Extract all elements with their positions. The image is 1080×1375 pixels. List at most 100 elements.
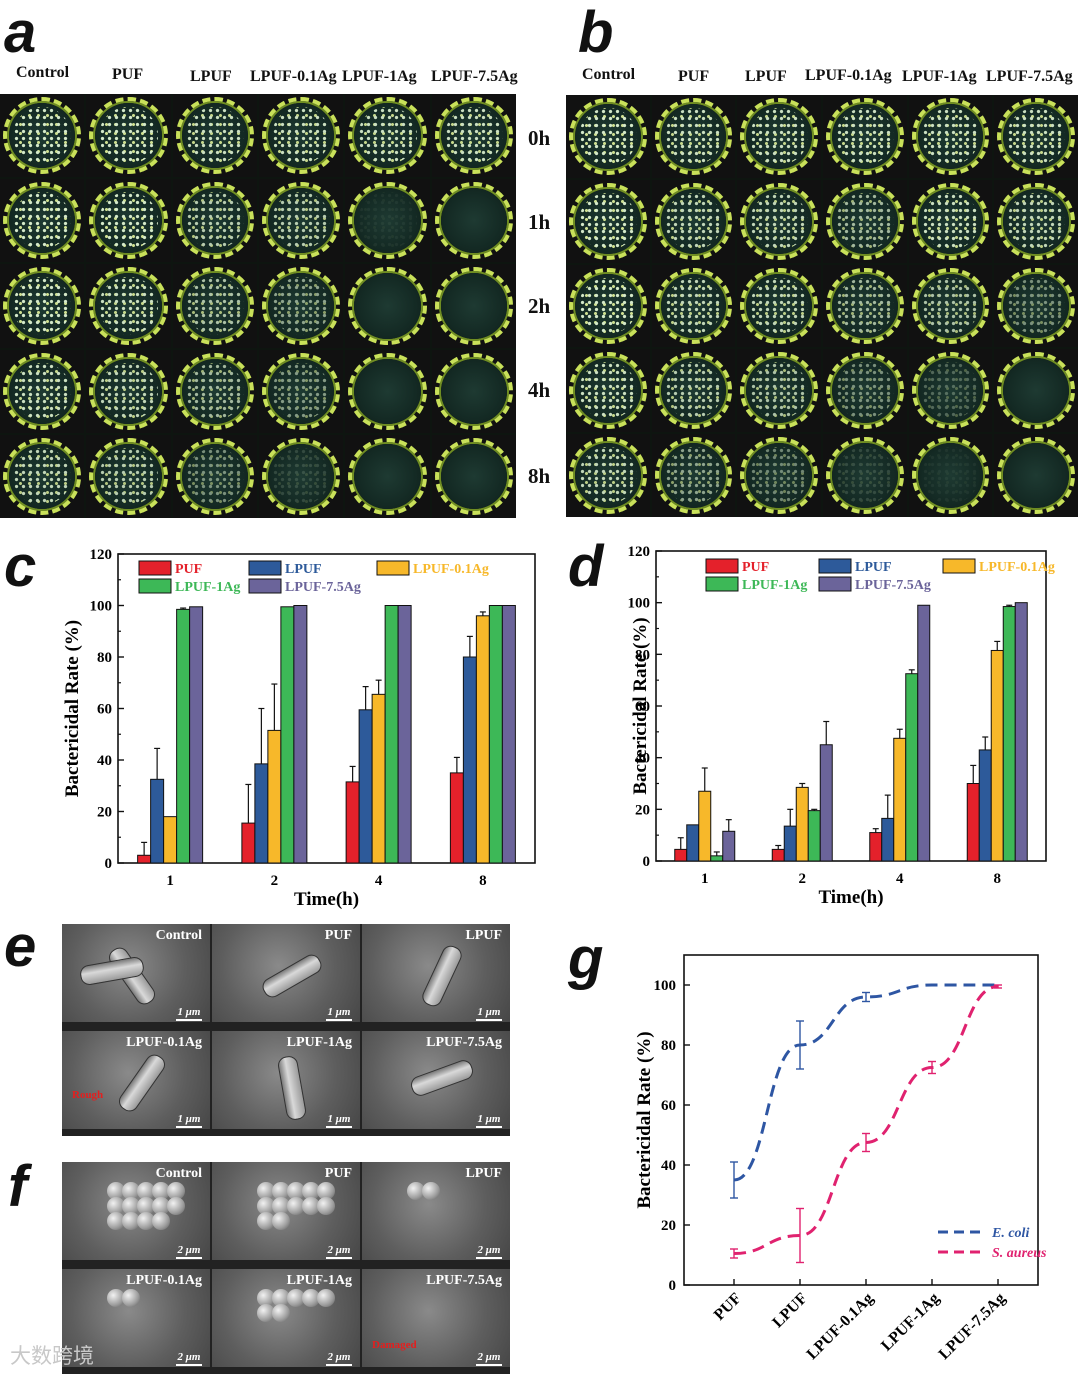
bar-lpuf-0.1ag <box>475 615 490 864</box>
coccus-bacterium <box>272 1182 290 1200</box>
y-tick-label: 0 <box>669 1278 677 1294</box>
plate-agar <box>440 273 507 339</box>
plate-rim <box>740 437 818 514</box>
plate-colonies <box>358 107 417 165</box>
bar-lpuf-7.5ag <box>293 605 308 864</box>
plate-colonies <box>185 362 244 420</box>
plate-rim <box>569 182 647 260</box>
y-tick-label: 100 <box>654 978 677 994</box>
bar-lpuf-7.5ag <box>397 605 412 864</box>
plate-rim <box>997 352 1075 430</box>
agar-plate <box>172 94 257 178</box>
legend-swatch <box>818 576 852 592</box>
plate-agar <box>354 443 421 509</box>
bar-puf <box>869 832 883 862</box>
plate-rim <box>911 182 990 260</box>
bar-chart-c: 0 20 40 60 80 100 120 1 2 4 8 Time(h) Bactericidal R… <box>62 547 536 910</box>
bar-lpuf-1ag <box>710 855 724 862</box>
plate-rim <box>911 98 990 175</box>
x-tick-label: 2 <box>271 873 279 889</box>
plate-colonies <box>921 447 980 504</box>
row-label-2h: 2h <box>528 294 551 318</box>
agar-plate <box>0 349 85 433</box>
x-tick-label: LPUF-0.1Ag <box>804 1290 877 1363</box>
plate-colonies <box>579 108 637 165</box>
sem-image: LPUF-7.5Ag 1 μm <box>362 1031 510 1136</box>
scale-bar: 1 μm <box>176 1006 202 1021</box>
coccus-bacterium <box>107 1289 125 1307</box>
legend-swatch <box>248 578 282 594</box>
rod-bacterium <box>276 1054 308 1122</box>
plate-rim <box>262 267 341 345</box>
bar-lpuf-7.5ag <box>1014 602 1028 862</box>
plate-rim <box>740 267 818 345</box>
coccus-bacterium <box>152 1197 170 1215</box>
bar-lpuf-7.5ag <box>501 605 516 864</box>
plate-colonies <box>1007 108 1065 165</box>
legend-label: LPUF-7.5Ag <box>855 578 931 593</box>
col-label-b-lpuf: LPUF <box>745 68 787 85</box>
coccus-bacterium <box>167 1197 185 1215</box>
y-tick-label: 100 <box>90 599 113 615</box>
sem-title: LPUF <box>465 928 502 943</box>
y-tick-label: 120 <box>628 544 651 560</box>
x-tick-label: 1 <box>166 873 174 889</box>
series-line-saureus <box>733 985 999 1255</box>
legend-label: LPUF <box>285 562 322 577</box>
bar-puf <box>345 781 360 864</box>
y-tick-label: 120 <box>90 547 113 563</box>
col-label-b-puf: PUF <box>678 68 710 85</box>
sem-image: LPUF-1Ag 2 μm <box>212 1269 360 1374</box>
coccus-bacterium <box>272 1212 290 1230</box>
scale-bar: 2 μm <box>476 1244 502 1259</box>
agar-plate <box>566 95 650 178</box>
bar-puf <box>241 822 256 864</box>
plate-colonies <box>185 192 244 250</box>
agar-plate <box>86 179 171 263</box>
agar-plate <box>259 179 344 263</box>
sem-info-bar <box>362 1260 510 1267</box>
bar-lpuf-1ag <box>384 605 399 864</box>
y-tick-label: 60 <box>661 1098 676 1114</box>
sem-annotation: Rough <box>72 1089 104 1101</box>
plate-agar <box>746 443 812 508</box>
bar-puf <box>966 783 980 862</box>
y-axis-label: Bactericidal Rate (%) <box>634 1031 655 1208</box>
agar-plate <box>0 264 85 348</box>
sem-image: Control 1 μm <box>62 924 210 1029</box>
plate-rim <box>175 267 254 345</box>
bar-lpuf-0.1ag <box>163 816 178 864</box>
scale-bar: 1 μm <box>476 1006 502 1021</box>
plate-agar <box>1003 443 1069 508</box>
sem-title: Control <box>155 1166 202 1181</box>
bar-lpuf-1ag <box>905 673 919 862</box>
coccus-bacterium <box>122 1182 140 1200</box>
scale-bar: 1 μm <box>326 1006 352 1021</box>
sem-image: LPUF-1Ag 1 μm <box>212 1031 360 1136</box>
agar-plate <box>259 434 344 518</box>
plate-colonies <box>664 362 723 420</box>
plate-colonies <box>1007 192 1065 250</box>
plate-rim <box>89 97 168 175</box>
agar-plate <box>431 434 516 518</box>
col-label-b-lpuf-0.1ag: LPUF-0.1Ag <box>805 67 892 84</box>
bar-lpuf-0.1ag <box>990 649 1004 862</box>
plate-rim <box>434 437 513 515</box>
plate-colonies <box>99 107 158 165</box>
agar-plate <box>651 179 736 263</box>
plate-colonies <box>664 108 723 165</box>
agar-plate <box>994 95 1078 178</box>
legend-label: LPUF-0.1Ag <box>413 562 489 577</box>
sem-title: LPUF-0.1Ag <box>126 1273 202 1288</box>
plate-rim <box>825 182 904 260</box>
plate-colonies <box>99 277 158 335</box>
y-tick-label: 40 <box>661 1158 676 1174</box>
agar-plate <box>86 349 171 433</box>
bar-lpuf-1ag <box>488 605 503 864</box>
agar-plate <box>737 95 821 178</box>
coccus-bacterium <box>272 1197 290 1215</box>
sem-title: PUF <box>324 1166 352 1181</box>
agar-plate <box>651 349 736 433</box>
bar-lpuf-1ag <box>280 606 295 864</box>
coccus-bacterium <box>107 1182 125 1200</box>
